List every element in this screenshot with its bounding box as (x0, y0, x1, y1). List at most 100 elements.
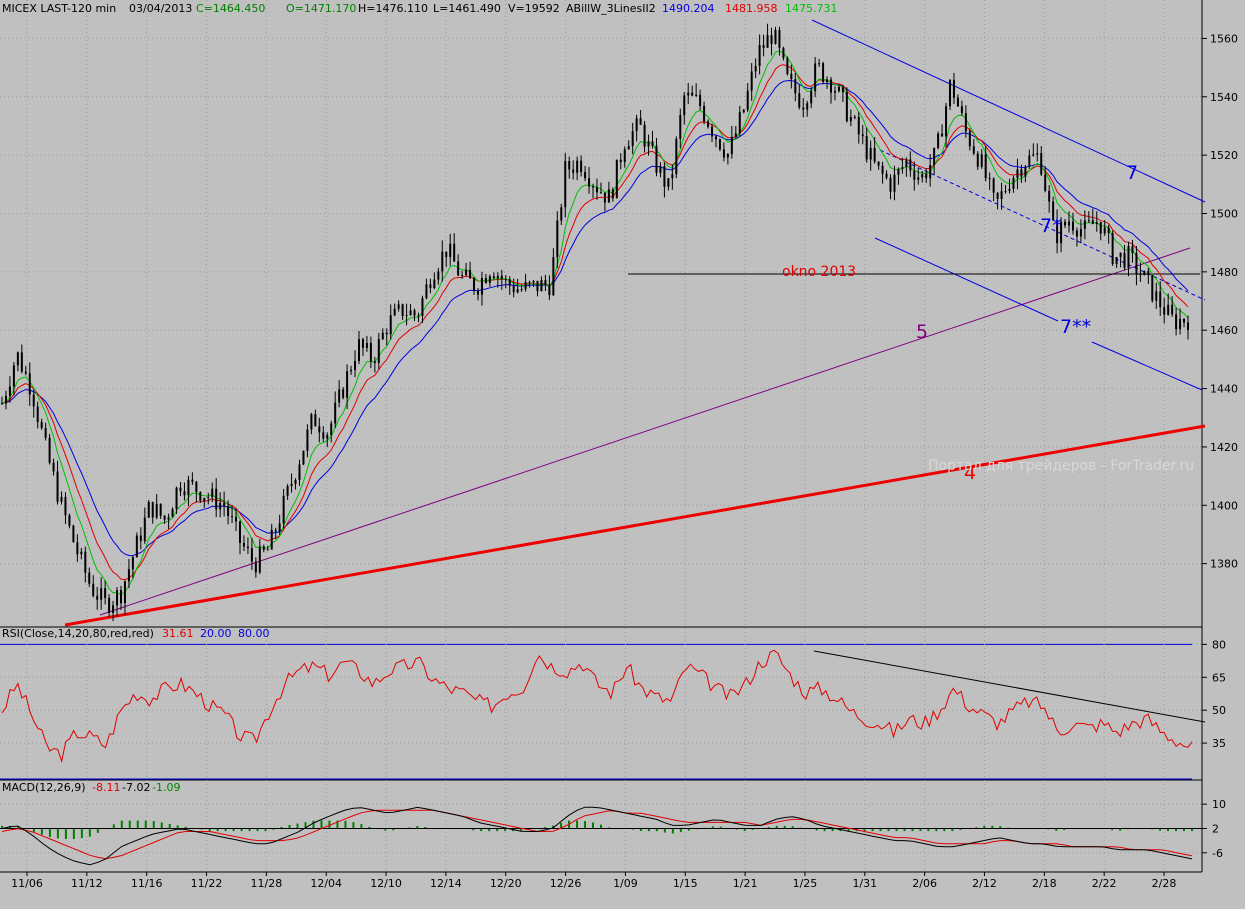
candle-body (4, 395, 7, 404)
candle-body (143, 517, 146, 542)
candle-body (231, 516, 234, 518)
candle-body (250, 548, 253, 562)
candle-body (112, 605, 115, 613)
candle-body (742, 109, 745, 113)
candle-body (976, 153, 979, 167)
candle-body (635, 118, 638, 132)
rsi-value: 31.61 (162, 627, 194, 640)
candle-body (651, 141, 654, 146)
candle-body (476, 290, 479, 295)
candle-body (147, 501, 150, 518)
candle-body (1056, 220, 1059, 244)
candle-body (830, 79, 833, 93)
candle-body (1115, 257, 1118, 265)
candle-body (199, 492, 202, 501)
candle-body (282, 495, 285, 524)
trend-lines (64, 19, 1206, 627)
candle-body (595, 187, 598, 193)
candle-body (1151, 275, 1154, 301)
candle-body (373, 361, 376, 363)
candle-body (1008, 188, 1011, 191)
candle-body (1123, 252, 1126, 268)
candle-body (322, 432, 325, 439)
candle-body (127, 569, 130, 582)
candle-body (183, 491, 186, 496)
candle-body (60, 496, 63, 502)
candle-body (100, 588, 103, 600)
candle-body (738, 112, 741, 134)
line-4-label: 4 (964, 462, 976, 484)
candle-body (889, 177, 892, 192)
candle-body (980, 154, 983, 167)
candle-body (893, 174, 896, 192)
candle-body (457, 261, 460, 276)
candle-body (869, 147, 872, 160)
candle-body (810, 91, 813, 104)
candle-body (580, 160, 583, 172)
channel-line-7 (811, 19, 1206, 203)
open-label: O=1471.170 (286, 2, 356, 15)
candle-body (508, 279, 511, 286)
candle-body (290, 483, 293, 487)
candle-body (707, 121, 710, 127)
date-tick-label: 1/21 (733, 877, 758, 890)
candle-body (1171, 304, 1174, 315)
macd-tick-label: 10 (1212, 798, 1226, 811)
date-tick-label: 2/28 (1152, 877, 1177, 890)
candle-body (873, 147, 876, 162)
candle-body (746, 90, 749, 110)
candle-body (449, 243, 452, 258)
candle-body (409, 310, 412, 316)
candle-body (385, 332, 388, 335)
date-tick-label: 11/22 (191, 877, 223, 890)
candle-body (762, 45, 765, 48)
candle-body (611, 189, 614, 199)
candle-body (92, 583, 95, 596)
candle-body (80, 551, 83, 555)
rsi-tick-label: 50 (1212, 704, 1226, 717)
candle-body (488, 276, 491, 283)
candle-body (671, 174, 674, 179)
candle-body (203, 498, 206, 501)
candle-body (588, 178, 591, 187)
candle-body (699, 94, 702, 106)
candle-body (88, 572, 91, 584)
candle-body (782, 47, 785, 58)
date-tick-label: 1/31 (852, 877, 877, 890)
candle-body (155, 503, 158, 518)
candle-body (826, 79, 829, 83)
price-tick-label: 1560 (1210, 32, 1238, 45)
low-label: L=1461.490 (433, 2, 501, 15)
candle-body (266, 549, 269, 551)
candle-body (1020, 169, 1023, 177)
macd-header: MACD(12,26,9) -8.11 -7.02 -1.09 (2, 781, 180, 794)
candle-body (853, 116, 856, 118)
candle-body (1147, 270, 1150, 276)
rsi-indicator (1, 649, 1206, 764)
candle-body (917, 177, 920, 180)
candle-body (294, 479, 297, 484)
candle-body (131, 557, 134, 570)
candle-body (786, 57, 789, 75)
candle-body (1095, 222, 1098, 225)
candle-body (647, 141, 650, 147)
candle-body (330, 423, 333, 436)
candle-body (1040, 153, 1043, 175)
candle-body (667, 178, 670, 187)
candle-body (1016, 169, 1019, 178)
candle-body (849, 117, 852, 122)
price-candles (1, 23, 1189, 621)
candle-body (326, 435, 329, 439)
price-panel (0, 0, 1202, 627)
candle-body (536, 280, 539, 292)
candle-body (631, 131, 634, 147)
candle-body (346, 371, 349, 398)
candle-body (393, 308, 396, 316)
date-tick-label: 2/18 (1032, 877, 1057, 890)
price-header: MICEX LAST-120 min 03/04/2013 C=1464.450… (2, 2, 838, 15)
candle-body (1167, 304, 1170, 315)
candle-body (342, 389, 345, 398)
candle-body (921, 173, 924, 178)
candle-body (365, 343, 368, 348)
